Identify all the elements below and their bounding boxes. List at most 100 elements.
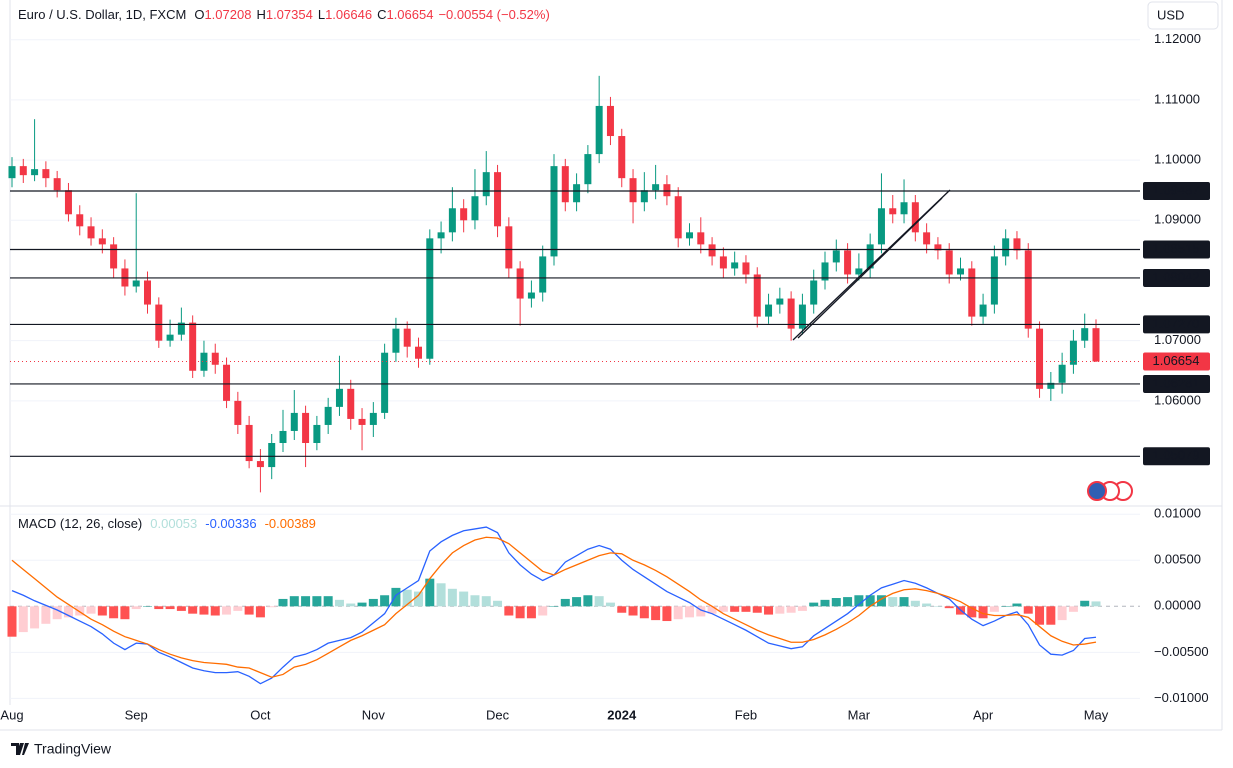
currency-button-box[interactable]	[1147, 1, 1219, 30]
candle-body	[8, 166, 16, 179]
candle-body	[415, 346, 422, 359]
macd-histogram-bar	[323, 596, 333, 607]
macd-histogram-bar	[741, 606, 751, 612]
candle-body	[42, 169, 50, 179]
symbol-header: Euro / U.S. Dollar, 1D, FXCM O1.07208 H1.0…	[18, 7, 550, 22]
brand-name[interactable]: TradingView	[34, 741, 112, 757]
macd-histogram-bar	[594, 596, 604, 607]
macd-histogram-bar	[368, 598, 378, 607]
candle-body	[471, 196, 479, 221]
candle-body	[245, 424, 253, 462]
candle-body	[31, 169, 39, 176]
candle-body	[302, 412, 310, 444]
candle-body	[990, 256, 998, 305]
candle-body	[200, 352, 208, 371]
macd-histogram-bar	[493, 600, 503, 607]
candle-body	[753, 274, 761, 317]
x-tick-label: 2024	[607, 707, 637, 722]
candle-body	[832, 250, 840, 263]
level-label-box	[1143, 240, 1210, 259]
level-label-box	[1143, 315, 1210, 334]
candle-body	[855, 268, 863, 275]
macd-histogram-bar	[707, 606, 717, 614]
level-label-box	[1143, 447, 1210, 466]
candle-body	[1013, 238, 1021, 251]
candle-body	[686, 232, 693, 239]
candle-body	[866, 244, 874, 269]
macd-histogram-bar	[820, 599, 830, 607]
candle-body	[1069, 340, 1077, 365]
x-tick-label: Oct	[250, 707, 271, 722]
brand[interactable]: TradingView	[11, 741, 112, 757]
candle-body	[618, 136, 626, 179]
macd-histogram-bar	[876, 595, 886, 607]
candle-body	[110, 244, 118, 269]
macd-histogram-bar	[549, 606, 559, 607]
macd-histogram-bar	[989, 606, 999, 612]
x-tick-label: Aug	[0, 707, 23, 722]
trend-line	[797, 197, 943, 339]
candle-body	[358, 418, 366, 425]
candle-body	[776, 298, 784, 305]
macd-histogram-bar	[334, 599, 344, 607]
candle-body	[313, 424, 321, 444]
candle-body	[1024, 250, 1032, 329]
macd-histogram-bar	[1068, 606, 1078, 612]
macd-histogram-bar	[357, 602, 367, 607]
macd-histogram-bar	[436, 583, 446, 607]
macd-histogram-bar	[30, 606, 40, 629]
macd-histogram-bar	[188, 606, 198, 614]
candle-body	[1092, 328, 1100, 362]
candle-body	[437, 232, 445, 239]
macd-histogram-bar	[899, 597, 909, 607]
macd-histogram-bar	[470, 595, 480, 607]
macd-histogram-bar	[425, 578, 435, 607]
macd-histogram-bar	[233, 606, 243, 611]
candle-body	[663, 184, 671, 197]
candle-body	[911, 202, 919, 233]
candle-body	[742, 262, 750, 275]
brand-logo[interactable]	[11, 743, 29, 755]
candle-body	[923, 232, 931, 245]
macd-histogram-bar	[278, 598, 288, 607]
candle-body	[640, 190, 648, 203]
y-tick-label: 1.10000	[1154, 152, 1201, 167]
x-tick-label: May	[1084, 707, 1109, 722]
level-label: 1.08515	[1153, 241, 1200, 256]
candle-body	[335, 388, 343, 407]
currency-label[interactable]: USD	[1157, 7, 1184, 22]
level-label-box	[1143, 268, 1210, 287]
macd-legend: MACD (12, 26, close) 0.00053 -0.00336 -0.00…	[18, 516, 316, 531]
ohlc-label: O	[194, 7, 204, 22]
macd-histogram-bar	[1023, 606, 1033, 614]
macd-histogram-bar	[617, 606, 627, 613]
candle-body	[674, 196, 682, 239]
currency-button[interactable]: USD	[1147, 1, 1219, 30]
candle-body	[494, 172, 502, 227]
y-tick-label: 1.07000	[1154, 332, 1201, 347]
macd-histogram-bar	[651, 606, 661, 621]
x-tick-label: Sep	[125, 707, 148, 722]
candle-body	[189, 322, 197, 371]
macd-histogram-bar	[447, 588, 457, 607]
macd-histogram-bar	[685, 606, 694, 618]
macd-histogram-bar	[109, 606, 119, 619]
candle-body	[561, 166, 569, 203]
macd-histogram-bar	[176, 606, 186, 611]
level-label-box	[1143, 374, 1210, 393]
candle-body	[877, 208, 885, 245]
macd-histogram-bar	[18, 606, 28, 633]
macd-histogram-bar	[255, 606, 265, 618]
candle-body	[53, 178, 61, 191]
last-price-box	[1143, 352, 1210, 371]
level-label-box	[1143, 181, 1210, 200]
macd-histogram-bar	[380, 595, 390, 607]
y-tick-label: −0.01000	[1154, 690, 1209, 705]
grid	[10, 39, 1140, 699]
candle-body	[934, 244, 942, 251]
macd-histogram-bar	[402, 589, 412, 607]
candle-body	[403, 328, 411, 347]
macd-histogram-bar	[605, 602, 615, 607]
macd-histogram-bar	[504, 606, 514, 616]
